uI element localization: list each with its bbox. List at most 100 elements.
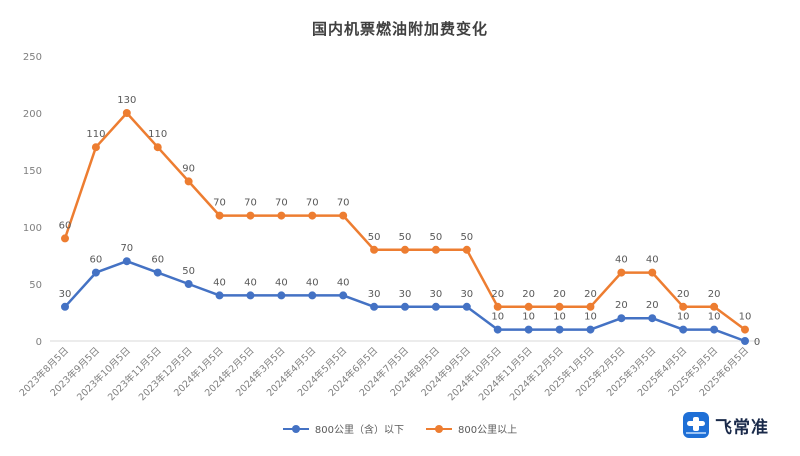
legend-swatch-series-2: [426, 424, 452, 434]
series-2-point: [215, 211, 224, 220]
series-1-point: [586, 325, 595, 334]
y-tick-label: 150: [23, 166, 42, 177]
series-2-point: [431, 245, 440, 254]
logo-text: 飞常准: [715, 417, 769, 438]
series-1-point: [741, 337, 749, 345]
series-2-data-label: 110: [148, 129, 167, 140]
series-1-point: [679, 325, 688, 334]
series-1-data-label: 40: [213, 277, 226, 288]
series-2-point: [710, 302, 719, 311]
series-2-data-label: 60: [59, 220, 72, 231]
series-2-data-label: 20: [708, 289, 721, 300]
brand-logo: 飞常准: [683, 412, 769, 438]
series-2-point: [91, 143, 100, 152]
y-tick-label: 100: [23, 223, 42, 234]
series-1-data-label: 10: [708, 312, 721, 323]
series-2-point: [679, 302, 688, 311]
legend-label-series-2: 800公里以上: [458, 425, 518, 436]
series-2-data-label: 50: [430, 232, 443, 243]
series-1-data-label: 30: [399, 289, 412, 300]
series-2-point: [401, 245, 409, 254]
series-2-data-label: 90: [182, 163, 195, 174]
legend: 800公里（含）以下 800公里以上: [0, 421, 800, 436]
series-1-data-label: 0: [754, 337, 760, 348]
x-tick-label: 2023年12月5日: [136, 345, 195, 404]
series-1-point: [215, 291, 224, 300]
series-2-data-label: 70: [244, 198, 257, 209]
series-2-data-label: 130: [117, 95, 136, 106]
series-2-point: [308, 211, 317, 220]
series-1-data-label: 10: [677, 312, 690, 323]
series-2-data-label: 50: [460, 232, 473, 243]
series-2-data-label: 50: [399, 232, 412, 243]
x-tick-label: 2024年10月5日: [445, 345, 504, 404]
series-2-data-label: 110: [86, 129, 105, 140]
series-1-point: [401, 302, 409, 311]
y-tick-label: 200: [23, 109, 42, 120]
series-2-point: [586, 302, 595, 311]
series-1-data-label: 40: [244, 277, 257, 288]
series-2-point: [493, 302, 502, 311]
series-2-data-label: 70: [306, 198, 319, 209]
x-tick-label: 2023年11月5日: [105, 345, 164, 404]
legend-label-series-1: 800公里（含）以下: [314, 425, 404, 436]
series-1-data-label: 10: [553, 312, 566, 323]
legend-item-series-2[interactable]: 800公里以上: [426, 421, 517, 436]
series-2-data-label: 50: [368, 232, 381, 243]
series-2-point: [246, 211, 255, 220]
series-1-data-label: 10: [584, 312, 597, 323]
series-1-point: [524, 325, 533, 334]
series-1-point: [431, 302, 440, 311]
series-2-data-label: 40: [615, 255, 628, 266]
series-2-point: [370, 245, 379, 254]
series-1-data-label: 30: [368, 289, 381, 300]
series-2-data-label: 10: [739, 312, 752, 323]
series-1-point: [277, 291, 286, 300]
series-1-point: [370, 302, 379, 311]
series-2-point: [462, 245, 471, 254]
series-1-data-label: 10: [491, 312, 504, 323]
series-1-data-label: 60: [151, 255, 164, 266]
series-1-point: [648, 314, 657, 323]
x-tick-label: 2024年11月5日: [476, 345, 535, 404]
series-1-point: [122, 257, 131, 266]
series-1-point: [617, 314, 626, 323]
series-2-data-label: 20: [522, 289, 535, 300]
plane-logo-icon: [683, 412, 709, 438]
series-2-data-label: 70: [275, 198, 288, 209]
y-tick-label: 0: [36, 337, 42, 348]
legend-item-series-1[interactable]: 800公里（含）以下: [282, 421, 404, 436]
series-2-point: [524, 302, 533, 311]
series-1-point: [493, 325, 502, 334]
series-1-data-label: 20: [615, 300, 628, 311]
series-1-data-label: 40: [337, 277, 350, 288]
series-1-data-label: 10: [522, 312, 535, 323]
y-tick-label: 250: [23, 52, 42, 63]
series-2-point: [555, 302, 564, 311]
legend-swatch-series-1: [282, 424, 309, 434]
series-1-point: [710, 325, 719, 334]
series-2-data-label: 40: [646, 255, 659, 266]
chart-title: 国内机票燃油附加费变化: [311, 20, 488, 38]
series-2-point: [617, 268, 626, 277]
series-2-data-label: 20: [584, 289, 597, 300]
series-2-point: [339, 211, 348, 220]
series-2-point: [648, 268, 657, 277]
series-2-data-label: 20: [677, 289, 690, 300]
series-1-point: [339, 291, 348, 300]
series-2-data-label: 20: [491, 289, 504, 300]
series-1-data-label: 40: [306, 277, 319, 288]
series-1-data-label: 30: [430, 289, 443, 300]
series-1-point: [462, 302, 471, 311]
series-2-data-label: 20: [553, 289, 566, 300]
series-1-point: [308, 291, 317, 300]
series-1-point: [184, 280, 193, 288]
series-1-data-label: 30: [59, 289, 72, 300]
series-1-point: [91, 268, 100, 277]
series-1-data-label: 40: [275, 277, 288, 288]
series-1-data-label: 50: [182, 266, 195, 277]
series-1-point: [246, 291, 255, 300]
series-1-data-label: 60: [90, 255, 103, 266]
series-2-point: [277, 211, 286, 220]
